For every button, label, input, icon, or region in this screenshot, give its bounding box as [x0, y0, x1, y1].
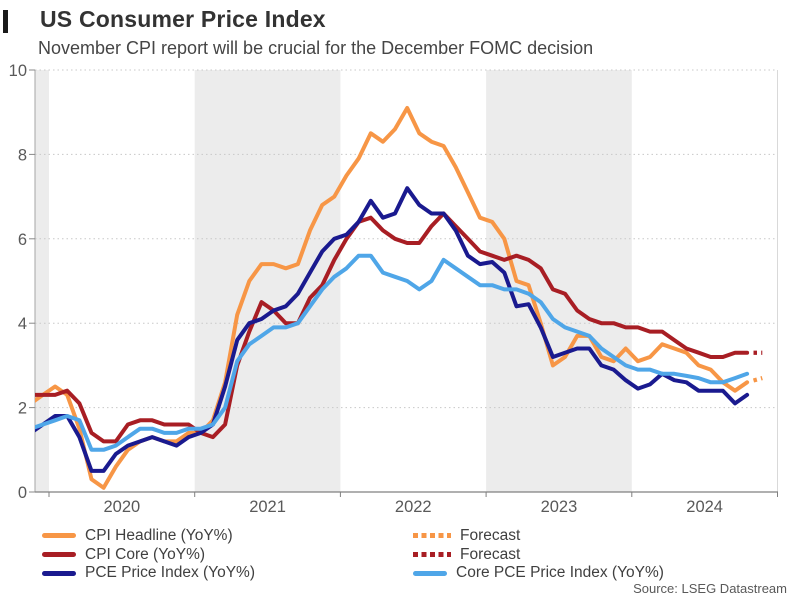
shaded-year-band	[486, 70, 632, 492]
legend-swatch-pce	[42, 570, 76, 576]
y-tick-label: 2	[18, 400, 27, 418]
legend-label-cpi-headline: CPI Headline (YoY%)	[85, 526, 233, 544]
source-credit: Source: LSEG Datastream	[633, 581, 787, 596]
x-year-label: 2021	[249, 498, 286, 516]
legend-label-cpi-core: CPI Core (YoY%)	[85, 545, 206, 563]
legend-label-forecast-core: Forecast	[460, 545, 521, 563]
series-line-core-pce-price-index-yoy	[35, 253, 750, 452]
y-tick-label: 4	[18, 315, 27, 333]
legend-item-pce: PCE Price Index (YoY%)	[42, 564, 255, 583]
legend-item-cpi-headline: CPI Headline (YoY%)	[42, 526, 233, 545]
y-tick-label: 0	[18, 484, 27, 502]
forecast-dots-cpi-headline-yoy	[752, 376, 763, 383]
x-year-label: 2023	[541, 498, 578, 516]
x-year-label: 2020	[103, 498, 140, 516]
series-line-pce-price-index-yoy	[35, 186, 750, 473]
legend-swatch-cpi-headline	[42, 533, 76, 538]
page-subtitle: November CPI report will be crucial for …	[38, 38, 594, 58]
legend-swatch-core-pce	[413, 570, 447, 576]
legend-label-pce: PCE Price Index (YoY%)	[85, 564, 256, 581]
legend-swatch-cpi-core	[42, 552, 76, 557]
page-title: US Consumer Price Index	[40, 6, 326, 32]
legend-item-forecast-core: Forecast	[413, 545, 520, 564]
x-year-label: 2024	[686, 498, 723, 516]
y-tick-label: 10	[9, 62, 27, 80]
legend-item-forecast-headline: Forecast	[413, 526, 520, 545]
legend-item-core-pce: Core PCE Price Index (YoY%)	[413, 564, 664, 583]
legend-swatch-forecast-core	[413, 552, 451, 557]
y-tick-label: 6	[18, 231, 27, 249]
title-accent-bar	[3, 10, 8, 33]
legend-item-cpi-core: CPI Core (YoY%)	[42, 545, 205, 564]
legend-label-forecast-headline: Forecast	[460, 526, 521, 544]
legend-label-core-pce: Core PCE Price Index (YoY%)	[456, 564, 664, 581]
series-line-cpi-core-yoy	[35, 211, 750, 444]
y-tick-label: 8	[18, 146, 27, 164]
x-year-label: 2022	[395, 498, 432, 516]
shaded-year-band	[194, 70, 341, 492]
legend-swatch-forecast-headline	[413, 533, 451, 538]
shaded-year-band	[35, 70, 49, 492]
